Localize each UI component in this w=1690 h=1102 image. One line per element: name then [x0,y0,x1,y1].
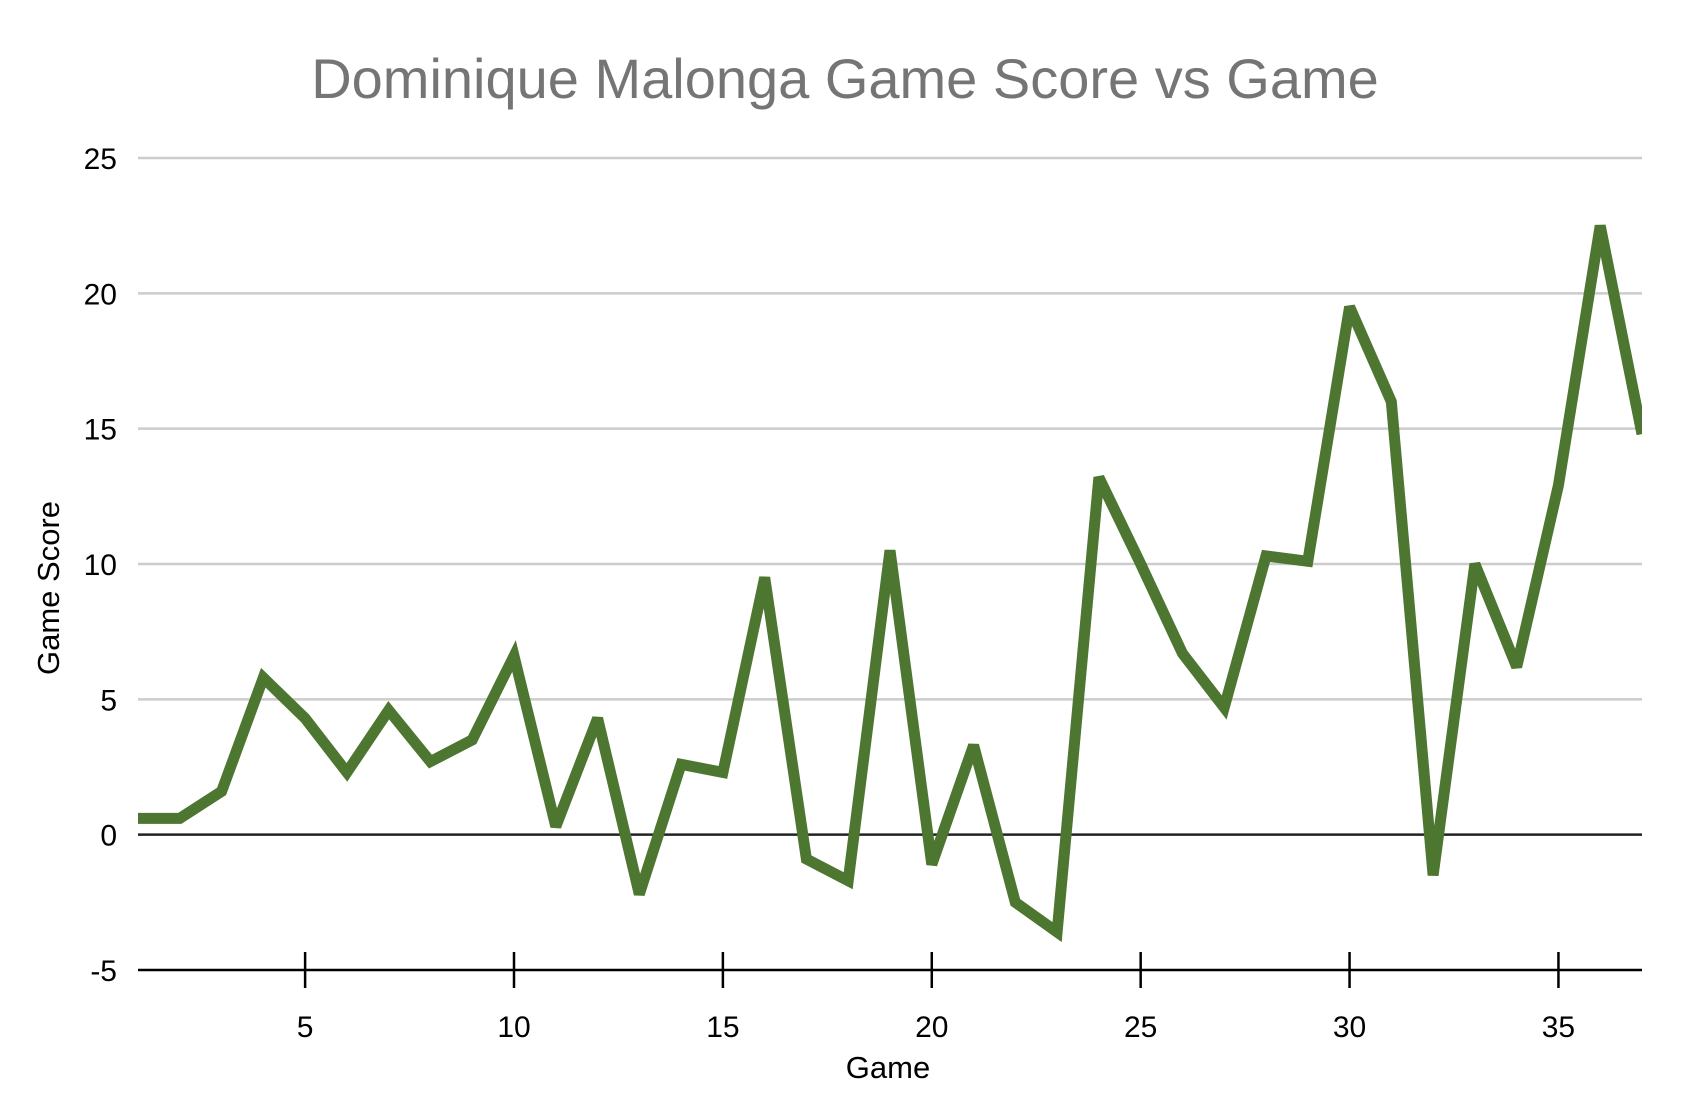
x-tick-label: 25 [1124,1011,1157,1044]
chart-title: Dominique Malonga Game Score vs Game [311,47,1379,110]
x-tick-label: 20 [915,1011,948,1044]
series-line-1 [138,224,1642,943]
y-axis-tick-labels: -5 0 5 10 15 20 25 [84,143,117,988]
y-tick-label: 20 [84,278,117,311]
y-tick-label: 10 [84,549,117,582]
x-tick-label: 10 [497,1011,530,1044]
x-axis [138,952,1642,988]
x-tick-label: 35 [1542,1011,1575,1044]
x-tick-label: 5 [297,1011,314,1044]
y-axis-title: Game Score [31,501,66,675]
x-tick-label: 30 [1333,1011,1366,1044]
y-tick-label: 25 [84,143,117,176]
x-tick-label: 15 [706,1011,739,1044]
x-axis-title: Game [846,1050,930,1085]
y-tick-label: -5 [90,955,117,988]
y-tick-label: 5 [100,684,117,717]
x-axis-tick-labels: 5 10 15 20 25 30 35 [297,1011,1575,1044]
y-tick-label: 0 [100,820,117,853]
series-layer [138,224,1642,943]
y-tick-label: 15 [84,414,117,447]
